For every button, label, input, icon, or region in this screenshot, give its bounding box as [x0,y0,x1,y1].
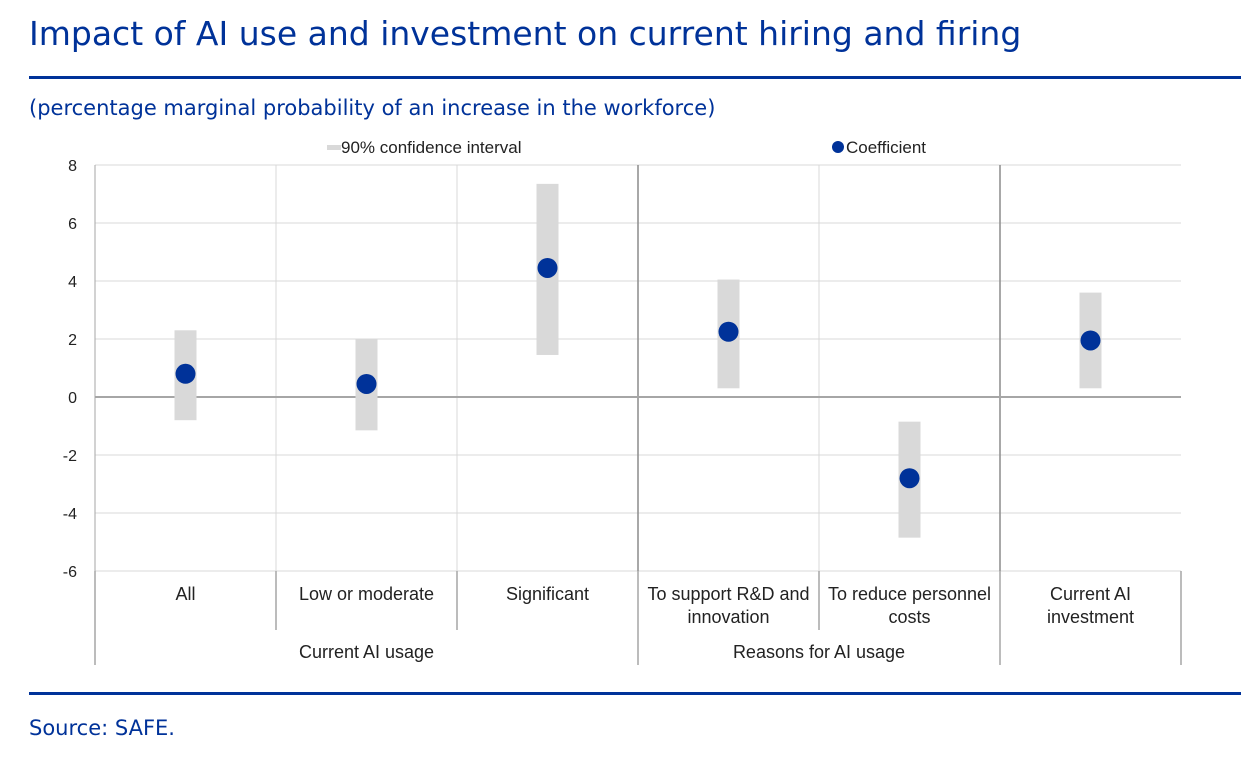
source-note: Source: SAFE. [29,716,175,740]
y-tick-label: 6 [68,216,77,233]
category-label: investment [1047,607,1134,627]
category-label: Low or moderate [299,584,434,604]
y-tick-label: 0 [68,390,77,407]
legend-ci-label: 90% confidence interval [341,138,522,157]
y-tick-label: -4 [63,506,77,523]
y-tick-label: -2 [63,448,77,465]
y-tick-label: 2 [68,332,77,349]
chart-plot: 8 6 4 2 0 -2 -4 -6 All Low or moderate Significant… [63,138,1182,665]
y-tick-label: 4 [68,274,77,291]
group-label: Reasons for AI usage [733,642,905,662]
category-label: Significant [506,584,589,604]
coefficient-dot [537,257,558,278]
y-tick-label: -6 [63,564,77,581]
category-label: All [175,584,195,604]
title-divider [29,76,1241,79]
legend-coefficient-swatch [832,141,844,153]
chart-subtitle: (percentage marginal probability of an i… [29,96,716,120]
y-tick-label: 8 [68,158,77,175]
category-label: To reduce personnel [828,584,991,604]
coefficient-dot [899,468,920,489]
category-label: innovation [687,607,769,627]
group-label: Current AI usage [299,642,434,662]
legend-coefficient-label: Coefficient [846,138,926,157]
category-label: costs [888,607,930,627]
coefficient-dot [356,373,377,394]
footer-divider [29,692,1241,695]
legend-ci-swatch [327,145,341,150]
category-label: Current AI [1050,584,1131,604]
coefficient-dot [718,321,739,342]
category-label: To support R&D and [647,584,809,604]
chart-title: Impact of AI use and investment on curre… [29,14,1022,53]
coefficient-dot [175,363,196,384]
coefficient-dot [1080,330,1101,351]
